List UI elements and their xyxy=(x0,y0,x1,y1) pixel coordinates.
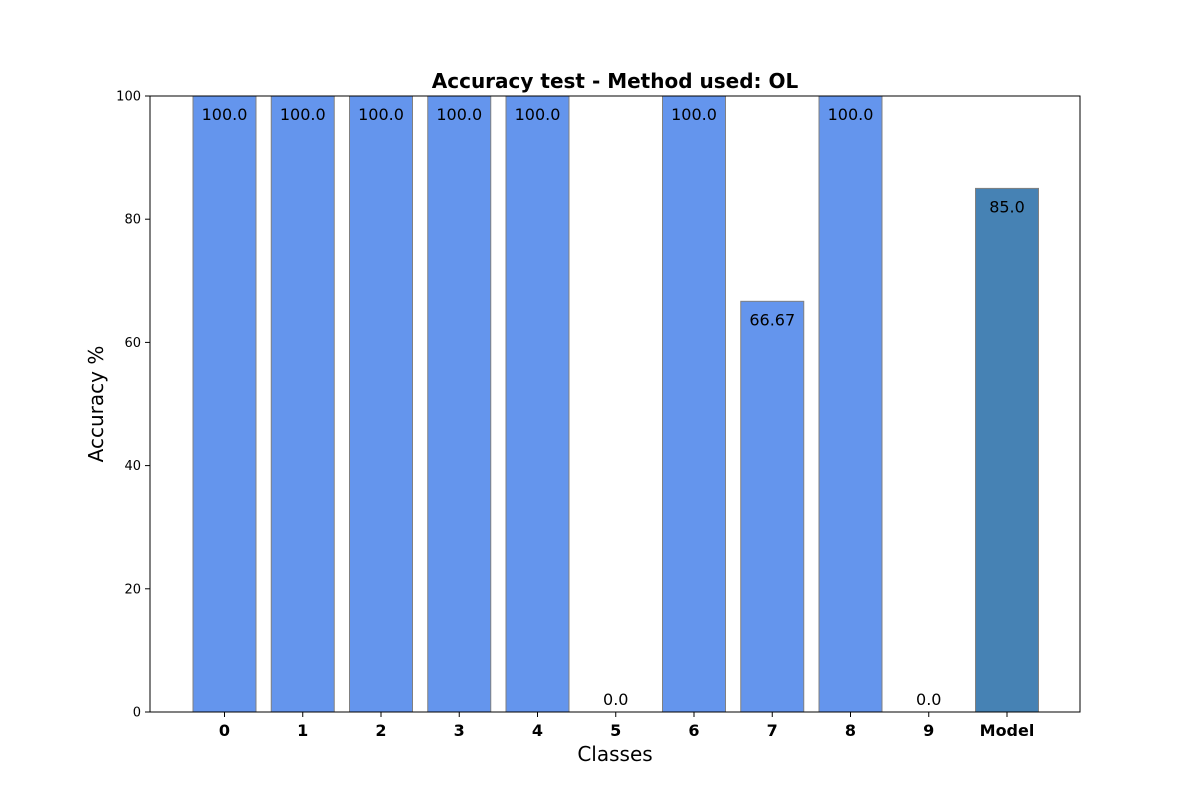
x-tick-label-class-3: 3 xyxy=(454,721,465,740)
y-tick-label-20: 20 xyxy=(124,582,141,597)
bar-class-3 xyxy=(427,95,492,713)
bar-value-label-class-2: 100.0 xyxy=(358,105,404,124)
y-tick-label-0: 0 xyxy=(133,706,141,721)
x-tick-label-model: Model xyxy=(980,721,1035,740)
bar-value-label-class-9: 0.0 xyxy=(916,690,941,709)
y-tick-label-60: 60 xyxy=(124,336,141,351)
bar-class-7 xyxy=(740,300,805,713)
x-tick-label-class-4: 4 xyxy=(532,721,543,740)
bar-value-label-class-5: 0.0 xyxy=(603,690,628,709)
x-axis-label: Classes xyxy=(577,742,652,766)
bar-value-label-class-4: 100.0 xyxy=(515,105,561,124)
bar-class-8 xyxy=(818,95,883,713)
x-tick-label-class-8: 8 xyxy=(845,721,856,740)
ticks-group: 0 1 2 3 4 5 6 7 8 9 Model 0 20 40 60 80 100 xyxy=(116,90,1034,741)
x-tick-label-class-6: 6 xyxy=(688,721,699,740)
x-tick-label-class-0: 0 xyxy=(219,721,230,740)
x-tick-label-class-1: 1 xyxy=(297,721,308,740)
bar-value-label-class-3: 100.0 xyxy=(436,105,482,124)
y-tick-label-80: 80 xyxy=(124,213,141,228)
bar-value-label-class-7: 66.67 xyxy=(749,310,795,329)
y-axis-label: Accuracy % xyxy=(84,346,108,463)
bars-group: 100.0 100.0 100.0 100.0 100.0 0.0 100.0 66.67 10… xyxy=(192,95,1039,713)
bar-value-label-model: 85.0 xyxy=(989,197,1025,216)
plot-frame xyxy=(149,95,1081,713)
bar-class-0 xyxy=(192,95,257,713)
x-tick-label-class-7: 7 xyxy=(767,721,778,740)
x-tick-label-class-2: 2 xyxy=(375,721,386,740)
y-tick-label-40: 40 xyxy=(124,459,141,474)
bar-class-2 xyxy=(349,95,413,713)
bar-class-6 xyxy=(662,95,726,713)
chart-title: Accuracy test - Method used: OL xyxy=(432,69,799,93)
x-tick-label-class-5: 5 xyxy=(610,721,621,740)
bar-value-label-class-8: 100.0 xyxy=(828,105,874,124)
bar-value-label-class-0: 100.0 xyxy=(202,105,248,124)
bar-value-label-class-1: 100.0 xyxy=(280,105,326,124)
bar-value-label-class-6: 100.0 xyxy=(671,105,717,124)
bar-model xyxy=(975,187,1039,713)
bar-class-1 xyxy=(270,95,335,713)
x-tick-label-class-9: 9 xyxy=(923,721,934,740)
y-tick-label-100: 100 xyxy=(116,90,141,105)
bar-class-4 xyxy=(505,95,570,713)
